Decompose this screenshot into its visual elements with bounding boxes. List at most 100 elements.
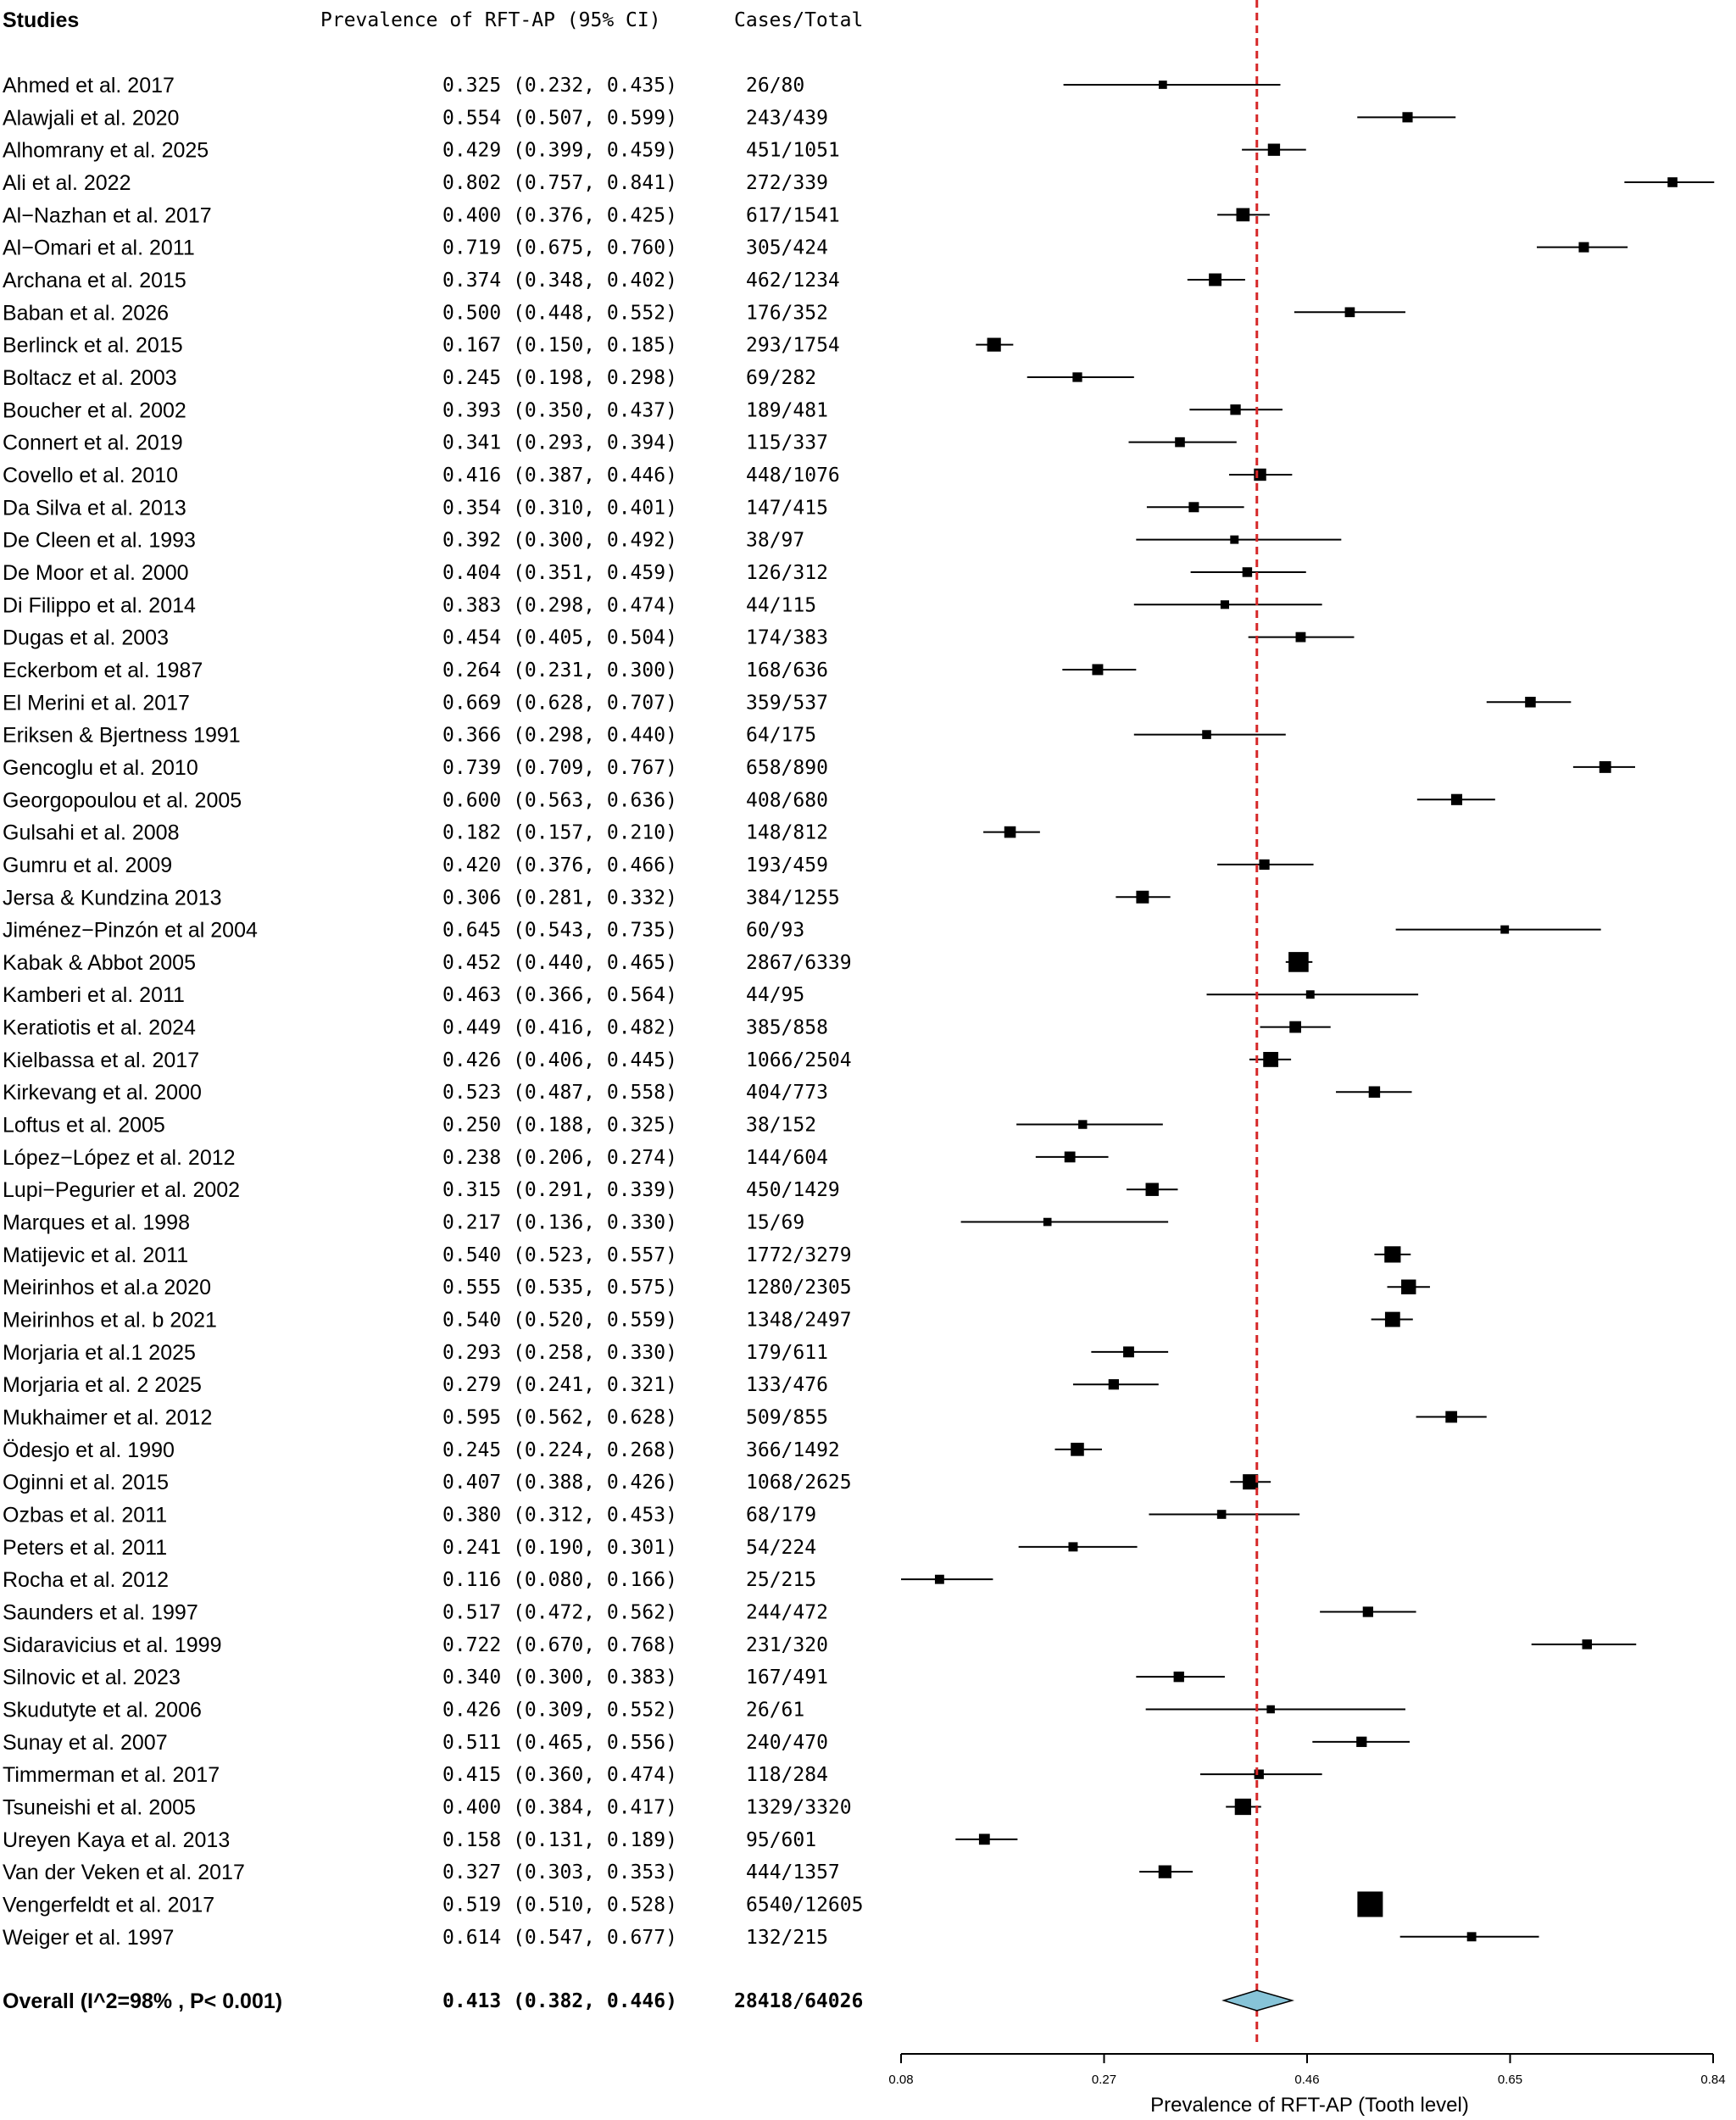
study-label: Archana et al. 2015	[3, 269, 186, 292]
study-label: Vengerfeldt et al. 2017	[3, 1893, 214, 1917]
study-label: Jiménez−Pinzón et al 2004	[3, 919, 258, 943]
study-cases: 148/812	[746, 822, 828, 844]
study-ci-text: 0.325 (0.232, 0.435)	[442, 75, 677, 97]
study-label: Timmerman et al. 2017	[3, 1763, 220, 1787]
study-label: Matijevic et al. 2011	[3, 1244, 188, 1267]
study-point	[1445, 1411, 1458, 1423]
study-label: Boltacz et al. 2003	[3, 366, 177, 390]
study-row: Al−Omari et al. 2011 0.719 (0.675, 0.760)…	[3, 236, 1628, 260]
study-point	[1209, 273, 1222, 287]
study-label: Morjaria et al. 2 2025	[3, 1373, 202, 1397]
study-cases: 448/1076	[746, 465, 840, 487]
study-point	[1136, 890, 1149, 904]
study-row: Kirkevang et al. 2000 0.523 (0.487, 0.558…	[3, 1081, 1412, 1105]
study-ci-text: 0.293 (0.258, 0.330)	[442, 1342, 677, 1364]
study-cases: 451/1051	[746, 140, 840, 162]
study-point	[1230, 535, 1239, 544]
study-cases: 1348/2497	[746, 1310, 852, 1332]
study-ci-text: 0.519 (0.510, 0.528)	[442, 1894, 677, 1916]
study-cases: 132/215	[746, 1927, 828, 1949]
study-label: Gulsahi et al. 2008	[3, 821, 179, 845]
study-row: Boucher et al. 2002 0.393 (0.350, 0.437) 1…	[3, 398, 1283, 422]
study-row: Alawjali et al. 2020 0.554 (0.507, 0.599)…	[3, 106, 1456, 130]
study-label: Kabak & Abbot 2005	[3, 951, 196, 975]
x-axis-title: Prevalence of RFT-AP (Tooth level)	[1150, 2094, 1469, 2117]
study-point	[1243, 1474, 1259, 1490]
study-point	[1578, 242, 1589, 253]
study-label: Weiger et al. 1997	[3, 1926, 174, 1950]
study-point	[1305, 990, 1315, 999]
study-row: Van der Veken et al. 2017 0.327 (0.303, 0…	[3, 1861, 1194, 1884]
study-label: Baban et al. 2026	[3, 301, 169, 325]
header-cases: Cases/Total	[734, 9, 863, 31]
study-row: Jiménez−Pinzón et al 2004 0.645 (0.543, 0…	[3, 919, 1601, 943]
study-row: Matijevic et al. 2011 0.540 (0.523, 0.557…	[3, 1244, 1411, 1267]
study-row: Kielbassa et al. 2017 0.426 (0.406, 0.445…	[3, 1049, 1292, 1072]
study-cases: 167/491	[746, 1667, 828, 1689]
study-ci-text: 0.315 (0.291, 0.339)	[442, 1179, 677, 1201]
study-ci-text: 0.719 (0.675, 0.760)	[442, 237, 677, 259]
study-row: Ozbas et al. 2011 0.380 (0.312, 0.453) 68/…	[3, 1504, 1300, 1527]
study-ci-text: 0.416 (0.387, 0.446)	[442, 465, 677, 487]
header-prevalence: Prevalence of RFT-AP (95% CI)	[320, 9, 661, 31]
study-point	[1368, 1086, 1381, 1098]
study-label: Alhomrany et al. 2025	[3, 139, 209, 163]
study-cases: 126/312	[746, 562, 828, 584]
study-point	[1123, 1346, 1134, 1358]
study-ci-text: 0.393 (0.350, 0.437)	[442, 399, 677, 421]
study-row: Gulsahi et al. 2008 0.182 (0.157, 0.210) 1…	[3, 821, 1040, 845]
study-label: Boucher et al. 2002	[3, 398, 186, 422]
study-ci-text: 0.511 (0.465, 0.556)	[442, 1732, 677, 1754]
study-ci-text: 0.341 (0.293, 0.394)	[442, 432, 677, 454]
study-row: Keratiotis et al. 2024 0.449 (0.416, 0.48…	[3, 1016, 1331, 1040]
study-row: Al−Nazhan et al. 2017 0.400 (0.376, 0.425…	[3, 203, 1270, 227]
study-row: Sidaravicius et al. 1999 0.722 (0.670, 0.…	[3, 1633, 1637, 1657]
study-label: Georgopoulou et al. 2005	[3, 788, 242, 812]
study-ci-text: 0.407 (0.388, 0.426)	[442, 1472, 677, 1494]
study-ci-text: 0.245 (0.224, 0.268)	[442, 1439, 677, 1461]
study-ci-text: 0.523 (0.487, 0.558)	[442, 1082, 677, 1104]
study-row: Skudutyte et al. 2006 0.426 (0.309, 0.552…	[3, 1699, 1405, 1722]
study-label: Meirinhos et al.a 2020	[3, 1276, 211, 1299]
study-point	[1357, 1891, 1383, 1917]
study-ci-text: 0.354 (0.310, 0.401)	[442, 497, 677, 519]
study-point	[1500, 925, 1510, 934]
study-label: Gencoglu et al. 2010	[3, 756, 198, 780]
study-row: Saunders et al. 1997 0.517 (0.472, 0.562)…	[3, 1601, 1416, 1625]
study-ci-text: 0.306 (0.281, 0.332)	[442, 887, 677, 909]
study-point	[1078, 1120, 1088, 1129]
study-cases: 95/601	[746, 1829, 816, 1851]
study-ci-text: 0.739 (0.709, 0.767)	[442, 757, 677, 779]
study-ci-text: 0.669 (0.628, 0.707)	[442, 692, 677, 714]
study-label: Sidaravicius et al. 1999	[3, 1633, 221, 1657]
study-cases: 133/476	[746, 1374, 828, 1396]
study-point	[1108, 1379, 1119, 1390]
study-point	[1234, 1798, 1252, 1816]
study-row: El Merini et al. 2017 0.669 (0.628, 0.707…	[3, 691, 1572, 715]
study-ci-text: 0.517 (0.472, 0.562)	[442, 1602, 677, 1624]
study-ci-text: 0.614 (0.547, 0.677)	[442, 1927, 677, 1949]
study-label: Alawjali et al. 2020	[3, 106, 179, 130]
study-point	[1263, 1051, 1279, 1067]
study-label: Saunders et al. 1997	[3, 1601, 198, 1625]
study-label: Kielbassa et al. 2017	[3, 1049, 199, 1072]
study-row: Eriksen & Bjertness 1991 0.366 (0.298, 0.…	[3, 724, 1286, 748]
study-ci-text: 0.722 (0.670, 0.768)	[442, 1634, 677, 1656]
study-cases: 44/115	[746, 594, 816, 616]
study-cases: 408/680	[746, 789, 828, 811]
study-point	[1236, 208, 1250, 222]
study-row: Marques et al. 1998 0.217 (0.136, 0.330) 1…	[3, 1211, 1169, 1235]
study-cases: 444/1357	[746, 1861, 840, 1884]
study-label: Tsuneishi et al. 2005	[3, 1795, 196, 1819]
study-point	[934, 1574, 944, 1584]
study-point	[1188, 502, 1199, 513]
study-cases: 115/337	[746, 432, 828, 454]
study-cases: 189/481	[746, 399, 828, 421]
study-point	[1220, 600, 1229, 609]
study-ci-text: 0.158 (0.131, 0.189)	[442, 1829, 677, 1851]
study-label: Jersa & Kundzina 2013	[3, 886, 222, 910]
study-point	[1071, 1443, 1084, 1456]
study-label: Di Filippo et al. 2014	[3, 593, 196, 617]
study-cases: 272/339	[746, 172, 828, 194]
overall-row: Overall (I^2=98% , P< 0.001) 0.413 (0.38…	[3, 1989, 1295, 2013]
